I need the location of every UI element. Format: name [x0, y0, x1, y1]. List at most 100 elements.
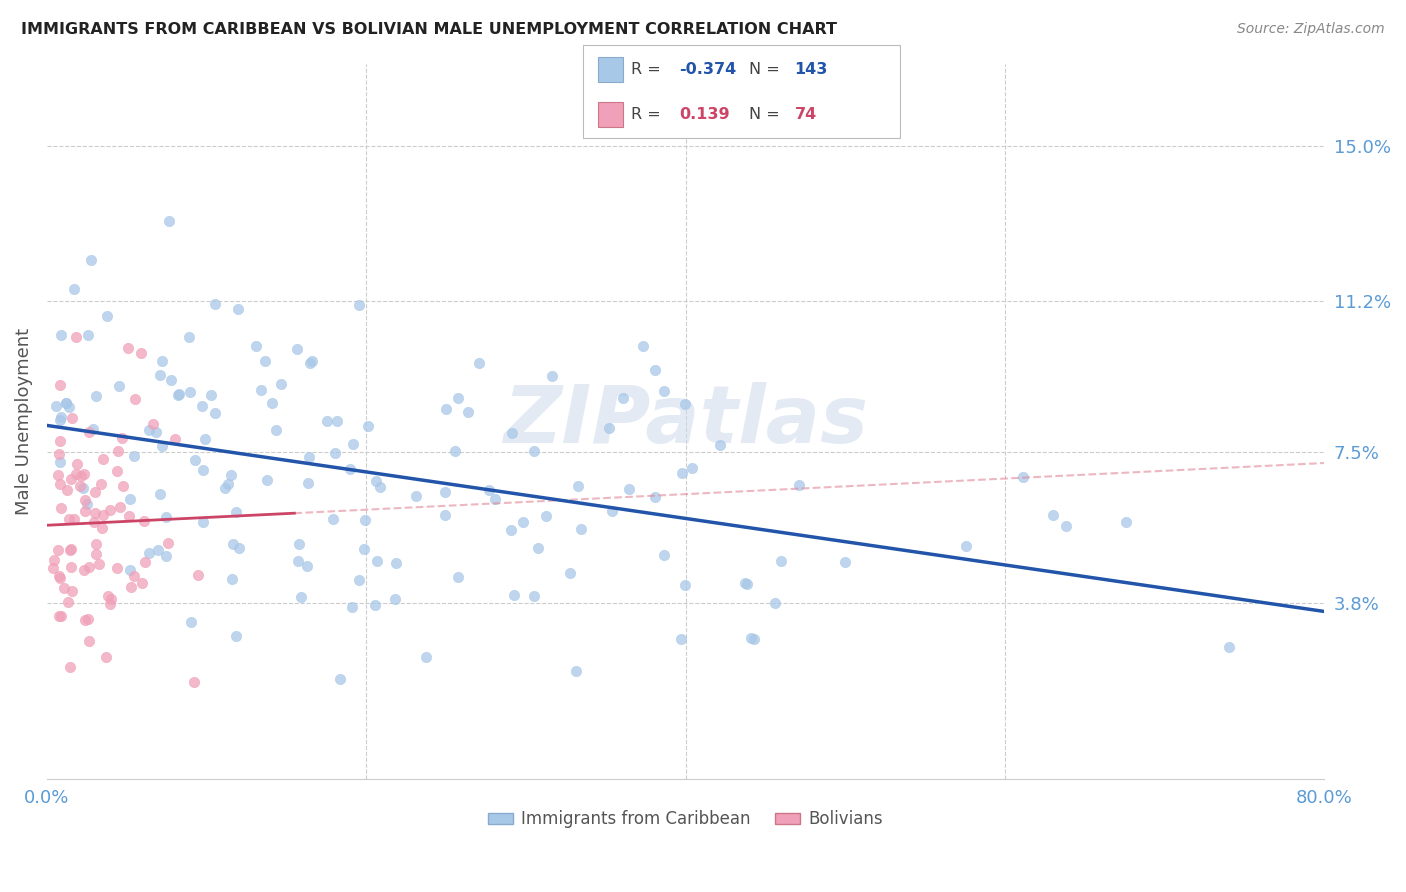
Point — [405, 489, 427, 503]
Point — [48, 569, 70, 583]
Point — [287, 554, 309, 568]
Point — [87, 558, 110, 572]
Point — [447, 391, 470, 405]
Point — [357, 419, 380, 434]
Point — [384, 591, 406, 606]
Point — [157, 214, 180, 228]
Point — [347, 297, 370, 311]
Point — [204, 406, 226, 420]
Point — [285, 343, 308, 357]
Point — [260, 396, 283, 410]
Point — [256, 473, 278, 487]
Point — [48, 609, 70, 624]
Point — [58, 512, 80, 526]
Point — [644, 490, 666, 504]
Point — [385, 556, 408, 570]
Point — [77, 612, 100, 626]
Point — [42, 552, 65, 566]
Text: -0.374: -0.374 — [679, 62, 737, 77]
Point — [117, 341, 139, 355]
Point — [191, 399, 214, 413]
Point — [468, 356, 491, 370]
Point — [184, 452, 207, 467]
Point — [200, 388, 222, 402]
Point — [65, 467, 87, 482]
Point — [131, 576, 153, 591]
Point — [145, 425, 167, 440]
Point — [51, 500, 73, 515]
Point — [366, 554, 388, 568]
Text: 143: 143 — [794, 62, 828, 77]
Point — [673, 397, 696, 411]
Point — [49, 455, 72, 469]
Point — [107, 379, 129, 393]
Point — [100, 597, 122, 611]
Point — [149, 487, 172, 501]
Point — [108, 500, 131, 514]
Point — [444, 443, 467, 458]
Text: 0.139: 0.139 — [679, 107, 730, 122]
Point — [150, 354, 173, 368]
Point — [59, 543, 82, 558]
Point — [150, 439, 173, 453]
Point — [191, 515, 214, 529]
Point — [97, 590, 120, 604]
Point — [446, 570, 468, 584]
Point — [523, 589, 546, 603]
Point — [329, 672, 352, 686]
Point — [600, 503, 623, 517]
Point — [501, 426, 523, 441]
Point — [142, 417, 165, 431]
Point — [219, 468, 242, 483]
Point — [567, 479, 589, 493]
Point — [180, 615, 202, 630]
Text: ZIPatlas: ZIPatlas — [503, 383, 868, 460]
Point — [94, 649, 117, 664]
Point — [82, 422, 104, 436]
Point — [612, 391, 634, 405]
Point — [120, 491, 142, 506]
Point — [652, 549, 675, 563]
Text: IMMIGRANTS FROM CARIBBEAN VS BOLIVIAN MALE UNEMPLOYMENT CORRELATION CHART: IMMIGRANTS FROM CARIBBEAN VS BOLIVIAN MA… — [21, 22, 837, 37]
Point — [84, 537, 107, 551]
Point — [287, 537, 309, 551]
Point — [434, 484, 457, 499]
Point — [73, 613, 96, 627]
Point — [100, 592, 122, 607]
Point — [323, 446, 346, 460]
Point — [122, 569, 145, 583]
Point — [183, 674, 205, 689]
Point — [301, 354, 323, 368]
Point — [415, 649, 437, 664]
Point — [366, 474, 388, 488]
Point — [89, 476, 111, 491]
Point — [112, 479, 135, 493]
Point — [250, 383, 273, 397]
Point — [77, 634, 100, 648]
Point — [49, 434, 72, 448]
Text: R =: R = — [631, 107, 661, 122]
Point — [499, 523, 522, 537]
Point — [49, 378, 72, 392]
Point — [49, 328, 72, 343]
Point — [631, 338, 654, 352]
Point — [169, 387, 191, 401]
Point — [167, 388, 190, 402]
Point — [503, 588, 526, 602]
Point — [46, 542, 69, 557]
Point — [80, 252, 103, 267]
Point — [270, 376, 292, 391]
Point — [77, 560, 100, 574]
Point — [342, 437, 364, 451]
Point — [526, 541, 548, 555]
Point — [569, 522, 592, 536]
Point — [353, 513, 375, 527]
Point — [66, 457, 89, 471]
Point — [73, 504, 96, 518]
Point — [159, 373, 181, 387]
Point — [56, 483, 79, 497]
Point — [69, 479, 91, 493]
Point — [149, 368, 172, 382]
Point — [222, 537, 245, 551]
Point — [155, 510, 177, 524]
